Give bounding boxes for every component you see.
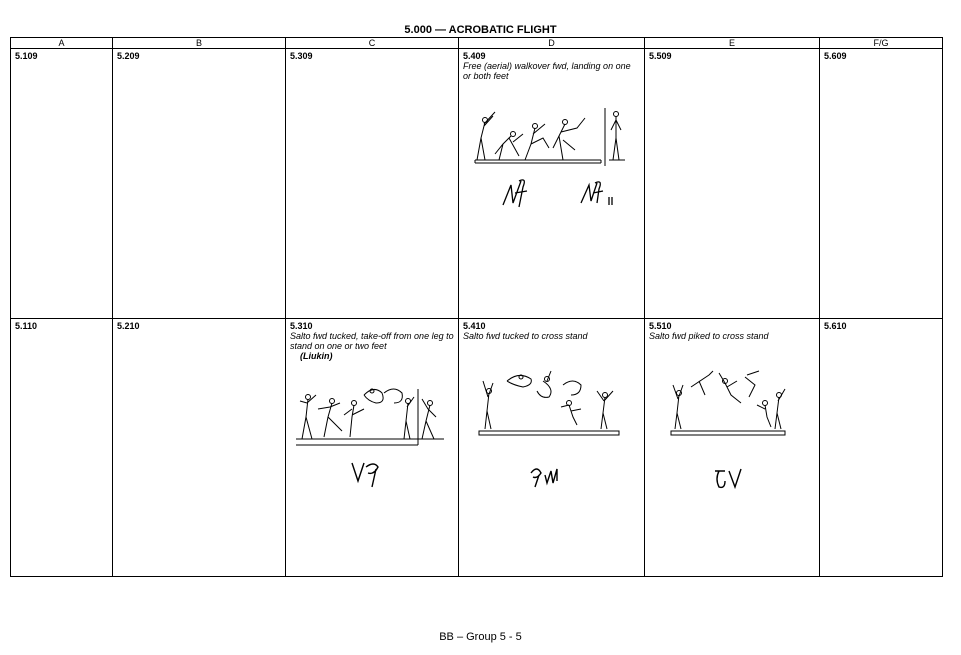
walkover-figure-illustration — [474, 108, 625, 166]
column-header-fg: F/G — [819, 37, 943, 49]
cell-5-410: 5.410 Salto fwd tucked to cross stand — [458, 318, 645, 577]
page-title: 5.000 — ACROBATIC FLIGHT — [404, 24, 557, 36]
element-code: 5.209 — [117, 51, 140, 61]
element-code: 5.610 — [824, 321, 847, 331]
cell-5-210: 5.210 — [112, 318, 286, 577]
element-code: 5.510 — [649, 321, 672, 331]
cell-5-509: 5.509 — [644, 48, 820, 319]
cell-5-309: 5.309 — [285, 48, 459, 319]
element-description: Salto fwd tucked, take-off from one leg … — [290, 331, 454, 351]
cell-5-409: 5.409 Free (aerial) walkover fwd, landin… — [458, 48, 645, 319]
salto-tucked-symbol — [530, 468, 558, 488]
cell-5-209: 5.209 — [112, 48, 286, 319]
column-header-b: B — [112, 37, 286, 49]
element-code: 5.609 — [824, 51, 847, 61]
element-code: 5.509 — [649, 51, 672, 61]
cell-5-609: 5.609 — [819, 48, 943, 319]
element-description: Free (aerial) walkover fwd, landing on o… — [463, 61, 631, 81]
page-footer: BB – Group 5 - 5 — [439, 631, 522, 643]
element-code: 5.310 — [290, 321, 313, 331]
element-code: 5.210 — [117, 321, 140, 331]
elements-table: A B C D E F/G 5.109 5.209 5.309 5.409 Fr… — [10, 37, 943, 577]
table-row: 5.109 5.209 5.309 5.409 Free (aerial) wa… — [10, 48, 943, 319]
column-header-e: E — [644, 37, 820, 49]
element-named-after: (Liukin) — [300, 351, 333, 361]
cell-5-310: 5.310 Salto fwd tucked, take-off from on… — [285, 318, 459, 577]
element-code: 5.309 — [290, 51, 313, 61]
liukin-salto-illustration — [296, 388, 444, 446]
cell-5-610: 5.610 — [819, 318, 943, 577]
column-header-c: C — [285, 37, 459, 49]
table-row: 5.110 5.210 5.310 Salto fwd tucked, take… — [10, 318, 943, 577]
element-code: 5.409 — [463, 51, 486, 61]
column-header-a: A — [10, 37, 113, 49]
column-header-d: D — [458, 37, 645, 49]
element-code: 5.410 — [463, 321, 486, 331]
column-header-row: A B C D E F/G — [10, 37, 943, 49]
cell-5-510: 5.510 Salto fwd piked to cross stand — [644, 318, 820, 577]
walkover-symbols — [502, 179, 613, 208]
element-description: Salto fwd piked to cross stand — [649, 331, 769, 341]
element-code: 5.110 — [15, 321, 38, 331]
element-code: 5.109 — [15, 51, 38, 61]
salto-tucked-illustration — [478, 370, 620, 436]
cell-5-109: 5.109 — [10, 48, 113, 319]
salto-piked-illustration — [670, 370, 786, 436]
liukin-symbol — [351, 462, 379, 488]
cell-5-110: 5.110 — [10, 318, 113, 577]
salto-piked-symbol — [715, 468, 742, 490]
element-description: Salto fwd tucked to cross stand — [463, 331, 588, 341]
